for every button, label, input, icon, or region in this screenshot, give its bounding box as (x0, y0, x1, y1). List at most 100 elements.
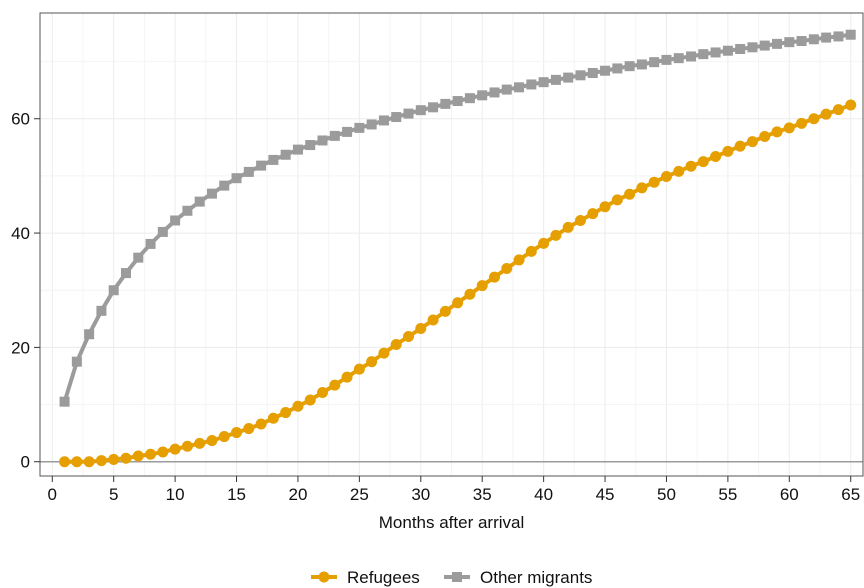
data-point (796, 117, 808, 129)
data-point (832, 104, 844, 116)
series-layer (59, 29, 857, 468)
data-point (317, 135, 328, 146)
data-point (415, 323, 427, 335)
data-point (206, 188, 217, 199)
data-point (255, 418, 267, 430)
data-point (574, 214, 586, 226)
data-point (366, 356, 378, 368)
data-point (821, 32, 832, 43)
x-tick-label: 65 (841, 485, 860, 504)
data-point (587, 208, 599, 220)
data-point (575, 70, 586, 81)
data-point (415, 105, 426, 116)
data-point (305, 140, 316, 151)
data-point (488, 271, 500, 283)
data-point (673, 165, 685, 177)
data-point (612, 63, 623, 74)
data-point (820, 108, 832, 120)
data-point (660, 170, 672, 182)
data-point (722, 45, 733, 56)
data-point (145, 448, 157, 460)
data-point (710, 150, 722, 162)
data-point (562, 221, 574, 233)
data-point (231, 427, 243, 439)
x-tick-label: 25 (350, 485, 369, 504)
data-point (292, 144, 303, 155)
data-point (243, 166, 254, 177)
y-tick-label: 60 (11, 110, 30, 129)
data-point (587, 68, 598, 79)
data-point (501, 84, 512, 95)
data-point (280, 149, 291, 160)
data-point (378, 115, 389, 126)
data-point (366, 119, 377, 130)
data-point (439, 305, 451, 317)
data-point (538, 237, 550, 249)
data-point (526, 79, 537, 90)
data-point (403, 108, 414, 119)
data-point (194, 196, 205, 207)
data-point (489, 87, 500, 98)
data-point (600, 65, 611, 76)
data-point (317, 387, 329, 399)
legend-item-other-migrants: Other migrants (444, 568, 592, 587)
data-point (464, 288, 476, 300)
data-point (206, 435, 218, 447)
data-point (685, 160, 697, 172)
data-point (636, 182, 648, 194)
x-tick-label: 60 (780, 485, 799, 504)
data-point (636, 59, 647, 70)
data-point (243, 423, 255, 435)
data-point (673, 53, 684, 64)
data-point (697, 156, 709, 168)
data-point (427, 314, 439, 326)
data-point (783, 122, 795, 134)
data-point (96, 305, 107, 316)
data-point (267, 412, 279, 424)
x-tick-label: 5 (109, 485, 118, 504)
data-point (256, 160, 267, 171)
data-point (735, 44, 746, 55)
data-point (734, 140, 746, 152)
data-point (268, 154, 279, 165)
data-point (845, 29, 856, 40)
data-point (476, 280, 488, 292)
data-point (378, 347, 390, 359)
data-point (784, 37, 795, 48)
data-point (304, 394, 316, 406)
data-point (170, 215, 181, 226)
x-tick-label: 10 (166, 485, 185, 504)
y-tick-label: 0 (21, 453, 30, 472)
y-tick-label: 20 (11, 338, 30, 357)
data-point (722, 145, 734, 157)
series-other-migrants (59, 29, 856, 407)
data-point (353, 363, 365, 375)
data-point (120, 268, 131, 279)
legend-marker (452, 572, 462, 582)
data-point (686, 51, 697, 62)
data-point (95, 455, 107, 467)
data-point (354, 122, 365, 133)
x-tick-label: 20 (288, 485, 307, 504)
data-point (133, 252, 144, 263)
x-tick-label: 45 (596, 485, 615, 504)
series-refugees (59, 99, 857, 468)
data-point (513, 254, 525, 266)
data-point (428, 102, 439, 113)
legend-label: Other migrants (480, 568, 592, 587)
data-point (661, 54, 672, 65)
data-point (59, 456, 71, 468)
data-point (108, 285, 119, 296)
data-point (231, 173, 242, 184)
x-tick-label: 15 (227, 485, 246, 504)
data-point (796, 36, 807, 47)
x-tick-label: 35 (473, 485, 492, 504)
data-point (464, 93, 475, 104)
x-tick-label: 40 (534, 485, 553, 504)
y-tick-label: 40 (11, 224, 30, 243)
data-point (390, 339, 402, 351)
data-point (698, 49, 709, 60)
legend-marker (318, 571, 330, 583)
data-point (157, 446, 169, 458)
